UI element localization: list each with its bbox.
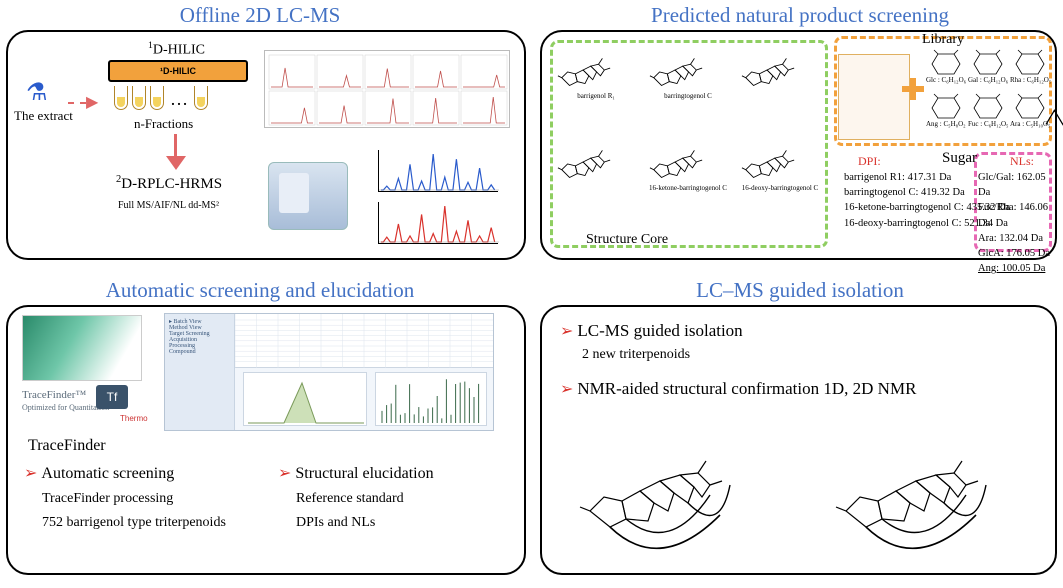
ms-instrument-icon xyxy=(268,162,348,230)
sugar-label-3: Ang : C₅H₈O₂ xyxy=(926,120,966,128)
extract-label: The extract xyxy=(14,108,73,124)
hilic-column: ¹D-HILIC xyxy=(108,60,248,82)
auto-screening-line2: 752 barrigenol type triterpenoids xyxy=(42,515,226,531)
plus-icon xyxy=(902,78,924,100)
n-fractions-label: n-Fractions xyxy=(134,116,193,132)
nl-label: NLs: xyxy=(1010,154,1034,169)
sugar-label-1: Gal : C₆H₁₂O₆ xyxy=(968,76,1008,84)
structure-core-label: Structure Core xyxy=(586,232,668,248)
auto-screening-line1: TraceFinder processing xyxy=(42,491,173,507)
flask-icon: ⚗ xyxy=(26,78,48,107)
dpi-label: DPI: xyxy=(858,154,881,169)
library-label: Library xyxy=(922,32,964,48)
mini-chromatogram-2 xyxy=(378,202,498,244)
panel1-title: Offline 2D LC-MS xyxy=(0,3,520,28)
lcms-isolation-line: ➢LC-MS guided isolation xyxy=(560,321,743,341)
tracefinder-label: TraceFinder xyxy=(28,437,106,455)
core-structure-0 xyxy=(556,48,614,92)
library-table xyxy=(838,54,910,140)
fraction-tubes: … xyxy=(114,86,208,110)
tracefinder-box-art xyxy=(22,315,142,381)
struct-elucidation-heading: ➢Structural elucidation xyxy=(278,463,434,483)
panel4: ➢LC-MS guided isolation 2 new triterpeno… xyxy=(540,305,1057,575)
core-structure-label-0: barrigenol R₁ xyxy=(556,92,636,100)
arrow-right-icon: ▶ xyxy=(68,92,98,112)
hilic-label: 1D-HILIC xyxy=(148,40,205,59)
core-structure-1 xyxy=(648,48,706,92)
panel4-title: LC–MS guided isolation xyxy=(540,278,1060,303)
sugar-label: Sugar xyxy=(942,150,977,167)
core-structure-3 xyxy=(556,140,614,184)
core-structure-label-4: 16-ketone-barringtogenol C xyxy=(648,184,728,192)
tf-badge: Tf xyxy=(96,385,128,409)
panel1: ⚗ The extract ▶ 1D-HILIC ¹D-HILIC … n-Fr… xyxy=(6,30,526,260)
nmr-line: ➢NMR-aided structural confirmation 1D, 2… xyxy=(560,379,916,399)
rplc-label: 2D-RPLC-HRMS xyxy=(116,174,222,193)
core-structure-label-1: barringtogenol C xyxy=(648,92,728,100)
panel2: Library Sugar Structure Core DPI: NLs: b… xyxy=(540,30,1057,260)
sugar-label-2: Rha : C₆H₁₂O₅ xyxy=(1010,76,1051,84)
core-structure-label-5: 16-deoxy-barringtogenol C xyxy=(740,184,820,192)
auto-screening-heading: ➢Automatic screening xyxy=(24,463,174,483)
panel3-title: Automatic screening and elucidation xyxy=(0,278,520,303)
chromatogram-large xyxy=(264,50,510,128)
thermo-label: Thermo xyxy=(120,414,148,423)
mini-chromatogram-1 xyxy=(378,150,498,192)
lcms-isolation-sub: 2 new triterpenoids xyxy=(582,347,690,363)
struct-elucidation-line1: Reference standard xyxy=(296,491,404,507)
struct-elucidation-line2: DPIs and NLs xyxy=(296,515,375,531)
core-structure-2 xyxy=(740,48,798,92)
triterpenoid-structure-a xyxy=(570,425,780,555)
sugar-label-0: Glc : C₆H₁₂O₆ xyxy=(926,76,966,84)
tracefinder-screenshot: ▸ Batch ViewMethod ViewTarget ScreeningA… xyxy=(164,313,494,431)
panel3: TraceFinder™ Optimized for Quantitation … xyxy=(6,305,526,575)
sugar-label-4: Fuc : C₆H₁₂O₅ xyxy=(968,120,1009,128)
panel2-title: Predicted natural product screening xyxy=(540,3,1060,28)
sugar-ang xyxy=(1042,102,1063,138)
fullms-label: Full MS/AIF/NL dd-MS² xyxy=(118,200,219,211)
arrow-down-icon xyxy=(174,134,177,158)
core-structure-4 xyxy=(648,140,706,184)
core-structure-5 xyxy=(740,140,798,184)
nl-list: Glc/Gal: 162.05 DaFuc/Rha: 146.06 DaAra:… xyxy=(978,170,1055,277)
triterpenoid-structure-b xyxy=(826,425,1036,555)
